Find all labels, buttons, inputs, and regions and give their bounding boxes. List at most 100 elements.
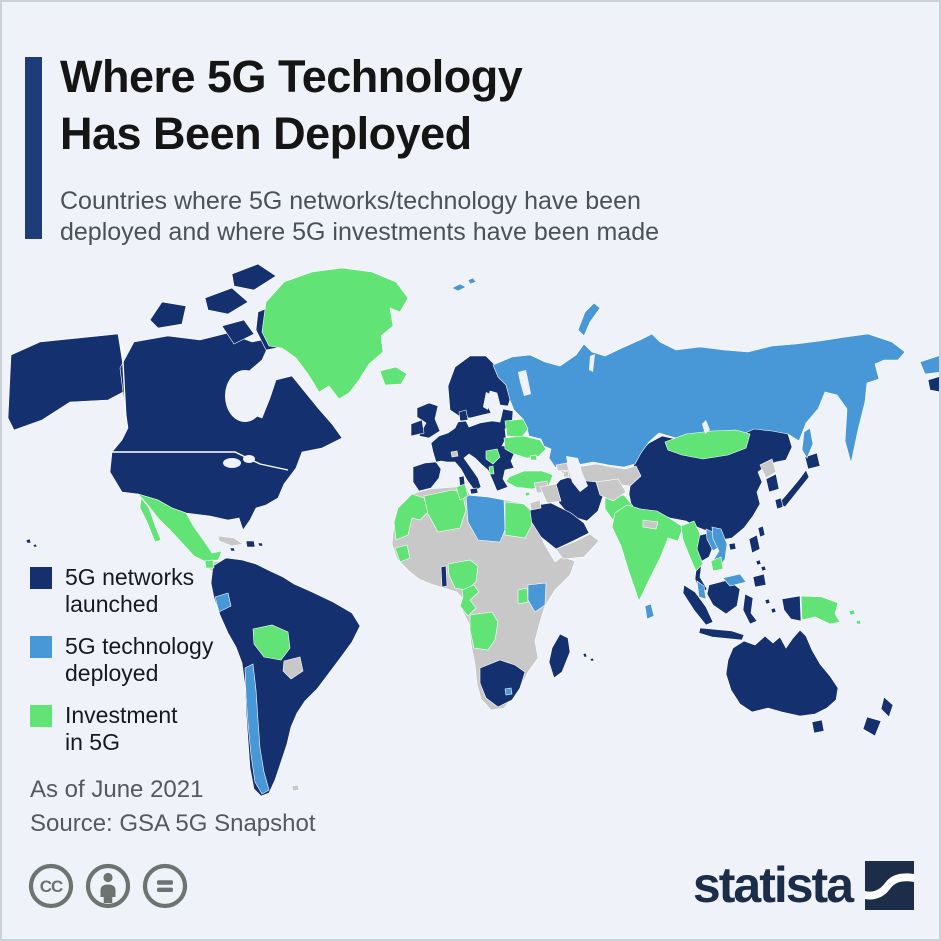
map-water [223, 458, 241, 468]
title-accent-bar [25, 57, 42, 239]
map-region [252, 624, 291, 661]
subtitle-line-1: Countries where 5G networks/technology h… [60, 187, 641, 215]
map-region [529, 454, 538, 461]
map-region [393, 493, 429, 541]
nd-icon [142, 863, 188, 909]
legend-swatch-investment [30, 705, 52, 727]
map-region [527, 582, 547, 613]
map-region [759, 458, 777, 479]
legend-swatch-deployed [30, 636, 52, 658]
map-region [880, 696, 894, 718]
map-region [121, 343, 127, 421]
map-region [611, 504, 684, 602]
map-region [855, 619, 862, 625]
legend-label-investment: Investment in 5G [65, 702, 178, 755]
map-region [485, 448, 501, 465]
map-region [32, 543, 38, 548]
map-region [517, 587, 529, 605]
map-region [483, 392, 490, 410]
map-region [204, 559, 215, 569]
statista-logo-mark [865, 860, 914, 910]
map-region [642, 519, 659, 530]
map-region [379, 366, 408, 386]
attribution-icon [85, 863, 131, 909]
map-region [722, 573, 747, 587]
map-region [204, 287, 249, 315]
map-region [139, 497, 162, 543]
map-region [440, 565, 448, 588]
map-region [257, 542, 264, 547]
cc-badge: CC [28, 863, 188, 909]
map-region [664, 429, 751, 460]
map-region [742, 593, 758, 625]
map-region [589, 354, 595, 372]
map-region [504, 687, 513, 696]
map-region [524, 491, 531, 497]
map-region [394, 544, 411, 563]
map-region [210, 557, 361, 797]
page-title: Where 5G Technology Has Been Deployed [60, 48, 523, 162]
map-region [574, 463, 581, 469]
map-region [504, 501, 533, 539]
map-region [518, 370, 531, 396]
footnote-source: Source: GSA 5G Snapshot [30, 810, 316, 837]
map-region [217, 535, 244, 547]
cc-icon: CC [28, 863, 74, 909]
map-region [801, 427, 814, 459]
map-region [848, 609, 856, 616]
map-region [752, 573, 767, 588]
map-region [589, 657, 595, 662]
map-region [231, 263, 277, 291]
map-region [757, 525, 766, 538]
map-region [423, 489, 467, 533]
map-region [7, 333, 128, 431]
map-region [291, 784, 300, 792]
map-region [412, 461, 442, 492]
map-region [698, 627, 745, 641]
legend-label-launched: 5G networks launched [65, 564, 195, 617]
map-region [221, 319, 255, 345]
map-region [577, 302, 601, 337]
map-water [243, 455, 255, 463]
map-region [451, 283, 467, 292]
footnote: As of June 2021 Source: GSA 5G Snapshot [30, 773, 316, 841]
map-region [479, 659, 526, 708]
legend-item-deployed: 5G technology deployed [30, 633, 213, 687]
map-region [781, 595, 802, 622]
map-region [261, 267, 409, 400]
map-region [927, 375, 941, 393]
map-region [682, 584, 714, 626]
map-region [862, 716, 882, 737]
map-region [492, 333, 906, 471]
map-region [582, 652, 588, 658]
svg-text:CC: CC [40, 877, 63, 896]
map-region [455, 483, 469, 501]
legend-item-launched: 5G networks launched [30, 564, 213, 618]
map-region [539, 483, 562, 504]
map-region [644, 603, 655, 620]
map-region [728, 542, 737, 551]
map-region [774, 497, 784, 510]
statista-logo: statista [693, 859, 914, 911]
legend-swatch-launched [30, 567, 52, 589]
map-region [778, 469, 810, 508]
map-region [566, 456, 588, 492]
map-region [149, 301, 187, 329]
map-region [469, 487, 479, 495]
map-region [760, 565, 767, 572]
map-region [458, 409, 469, 422]
map-region [764, 598, 771, 605]
map-region [748, 534, 761, 554]
map-region [528, 502, 590, 550]
map-region [465, 494, 506, 543]
map-region [705, 528, 720, 552]
title-line-2: Has Been Deployed [60, 108, 472, 159]
legend: 5G networks launched 5G technology deplo… [30, 564, 213, 771]
map-region [137, 493, 223, 562]
map-region [706, 579, 741, 615]
map-region [562, 470, 570, 478]
map-region [450, 450, 459, 458]
map-region [244, 663, 270, 795]
statista-wordmark: statista [692, 857, 854, 913]
